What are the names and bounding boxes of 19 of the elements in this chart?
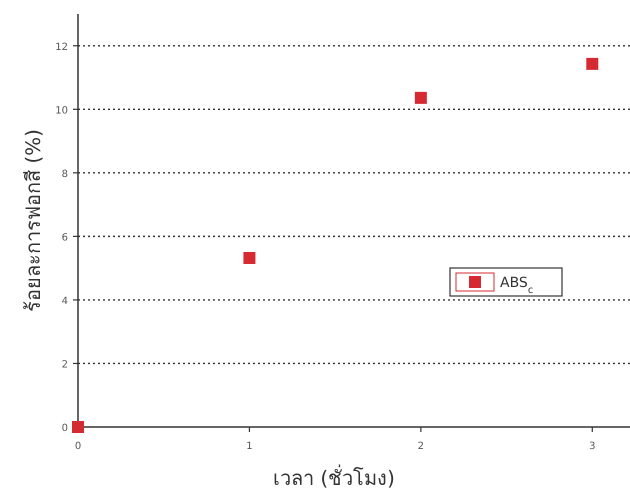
legend-label: ABS$_{c}$ [500, 275, 534, 296]
point [72, 421, 84, 433]
y-axis-title: ร้อยละการฟอกสี (%) [21, 129, 45, 312]
x-tick-label: 0 [74, 441, 82, 452]
legend: ABS$_{c}$ [449, 267, 563, 297]
y-tick-label: 0 [62, 423, 68, 434]
y-tick-label: 2 [62, 359, 68, 370]
x-tick-label: 3 [589, 441, 596, 452]
point [414, 92, 427, 104]
y-tick-label: 10 [55, 105, 68, 116]
x-tick-label: 2 [418, 441, 424, 452]
point [243, 252, 256, 264]
y-tick-label: 4 [62, 296, 68, 307]
point [586, 58, 598, 70]
x-tick-label: 1 [246, 441, 253, 452]
y-tick-label: 12 [55, 42, 68, 53]
y-tick-label: 6 [62, 232, 68, 244]
x-axis-title: เวลา (ชั่วโมง) [273, 464, 395, 490]
y-tick-label: 8 [62, 168, 68, 180]
